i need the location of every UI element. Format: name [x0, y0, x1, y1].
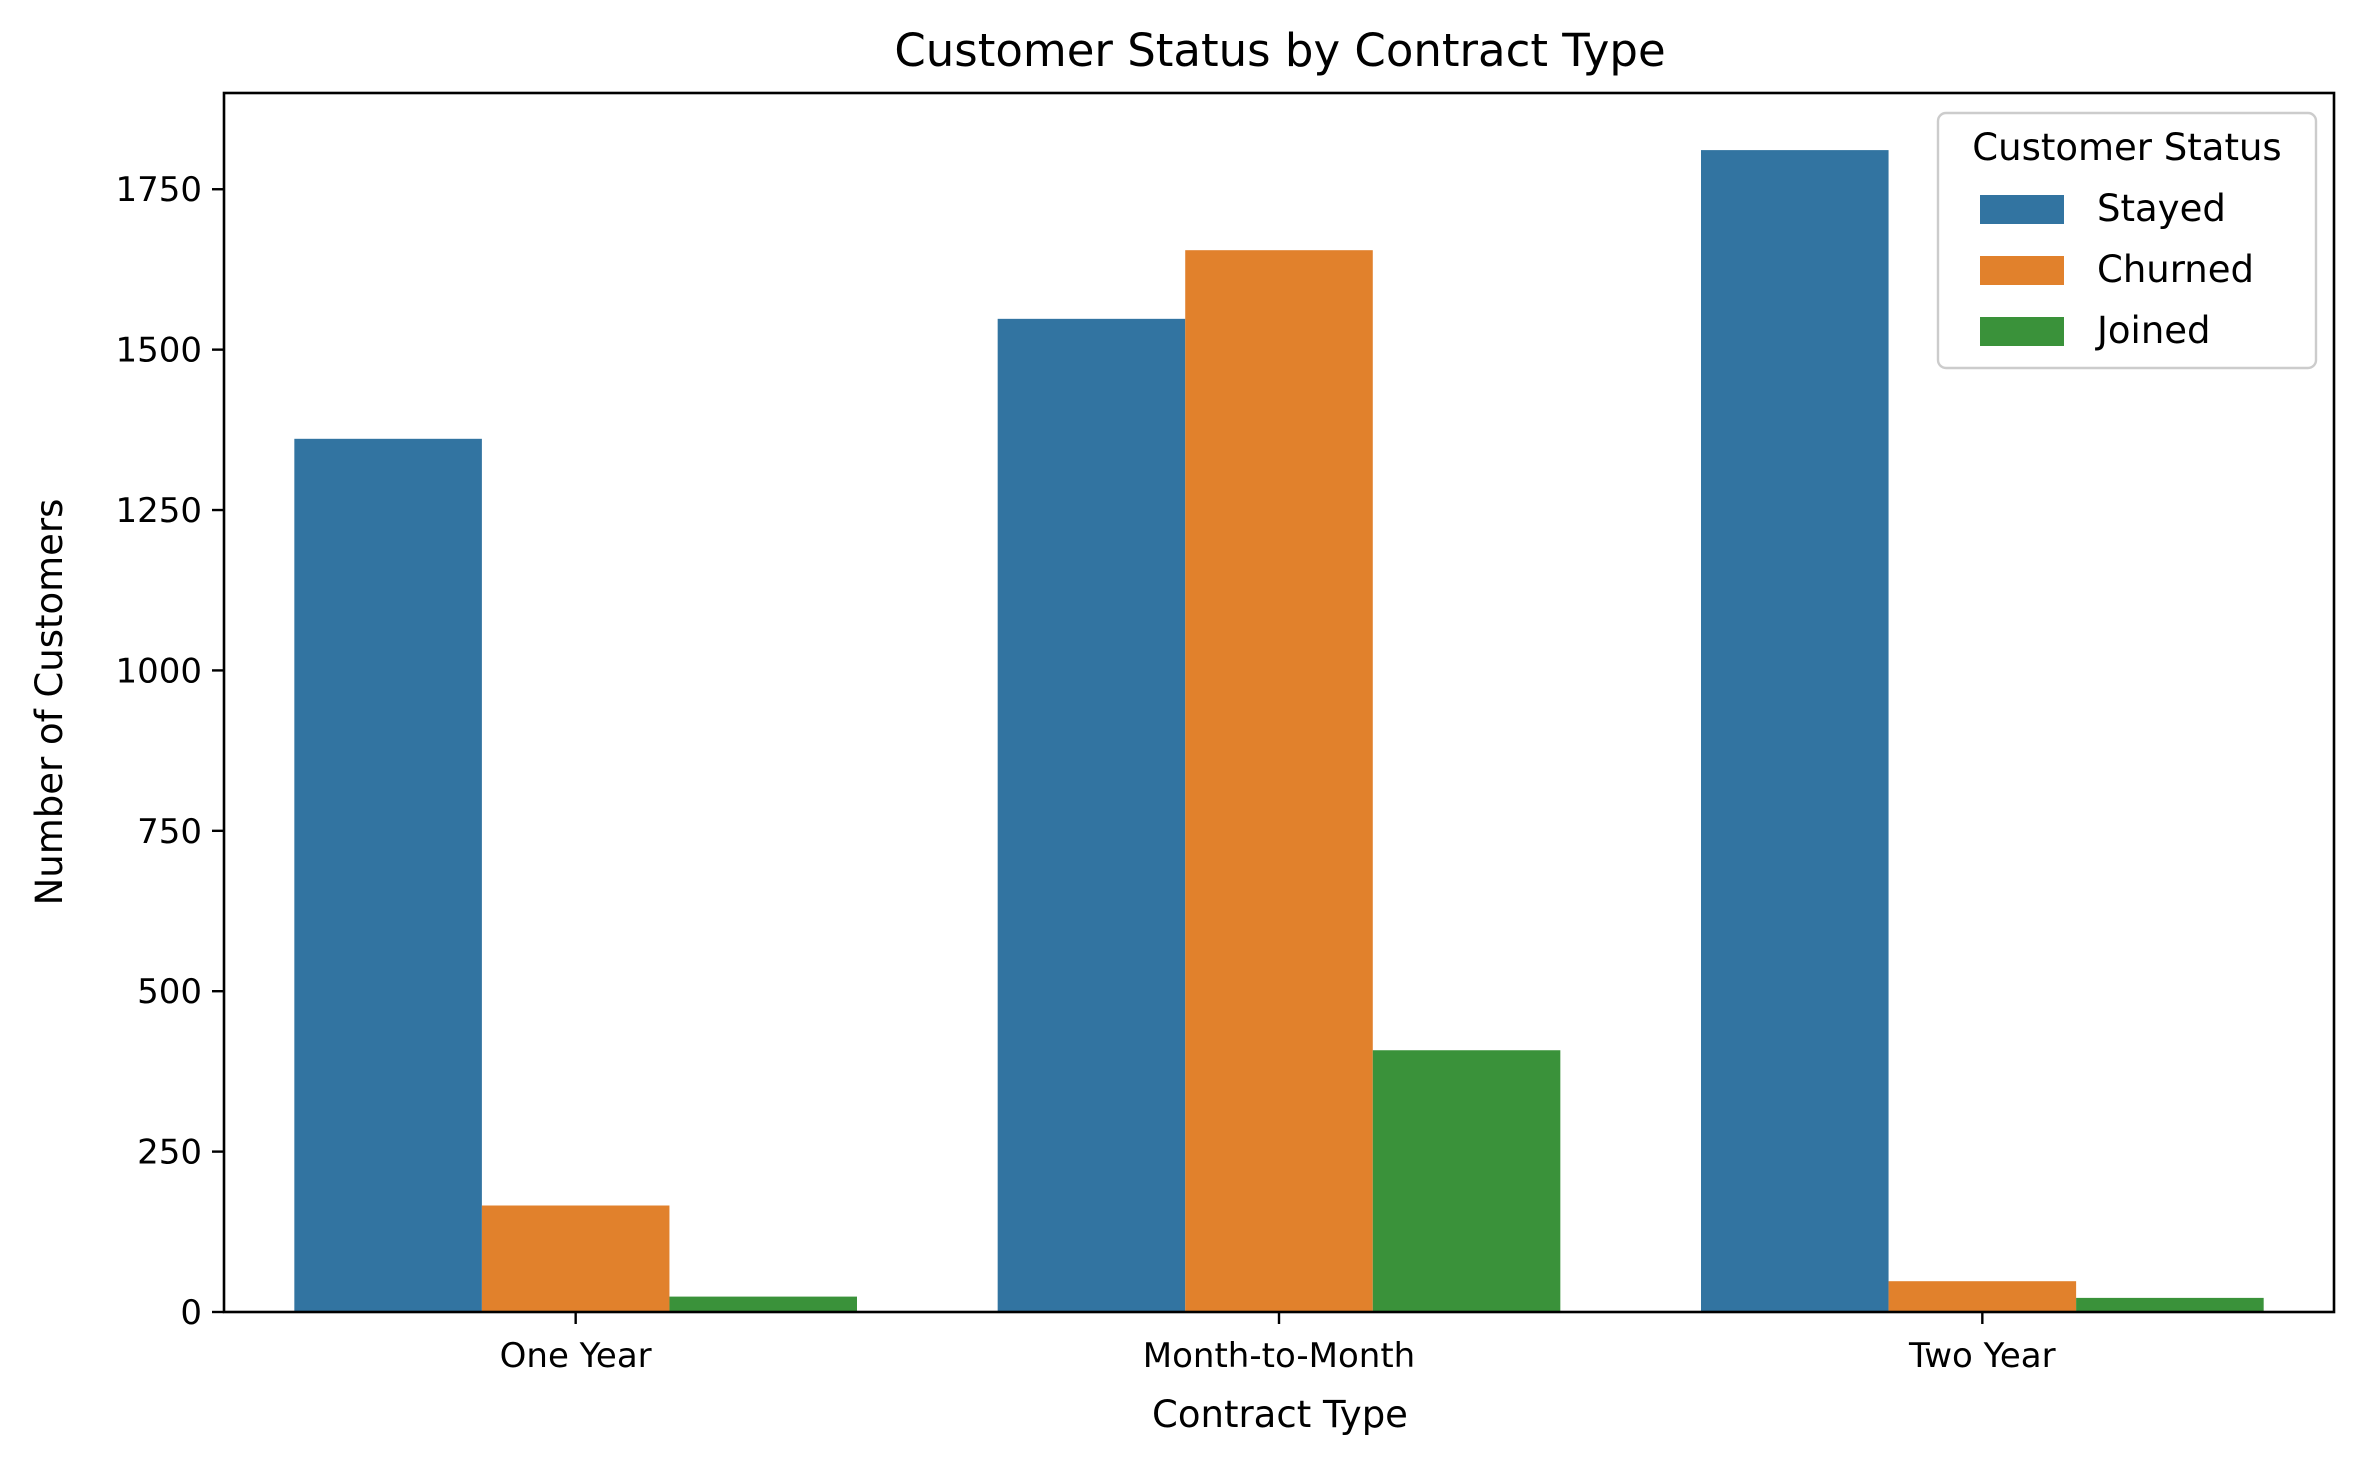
legend-title: Customer Status [1972, 126, 2281, 169]
x-tick-label-two-year: Two Year [1908, 1336, 2056, 1376]
chart-title: Customer Status by Contract Type [894, 24, 1665, 77]
x-axis: One Year Month-to-Month Two Year [500, 1312, 2056, 1376]
bar-one-year-joined [669, 1296, 857, 1312]
plot-frame [222, 91, 2336, 1314]
y-tick-label: 500 [137, 972, 202, 1012]
y-tick-label: 750 [137, 812, 202, 852]
y-tick-label: 1750 [115, 170, 202, 210]
legend-label-stayed: Stayed [2097, 187, 2226, 230]
y-axis-label: Number of Customers [28, 499, 71, 906]
bar-one-year-churned [481, 1205, 670, 1312]
legend-items: Stayed Churned Joined [1980, 187, 2254, 352]
legend-box [1936, 111, 2318, 370]
legend-swatch-churned [1980, 256, 2064, 285]
y-tick-label: 1500 [115, 331, 202, 371]
legend: Customer Status Stayed Churned Joined [1936, 111, 2318, 370]
y-tick-label: 0 [180, 1293, 202, 1333]
bar-one-year-stayed [294, 438, 482, 1312]
bars-layer [294, 150, 2264, 1313]
y-tick-label: 1000 [115, 651, 202, 691]
bar-month-to-month-joined [1372, 1050, 1561, 1312]
x-tick-label-one-year: One Year [500, 1336, 652, 1376]
y-tick-label: 1250 [115, 491, 202, 531]
bar-month-to-month-churned [1185, 250, 1373, 1313]
x-axis-label: Contract Type [1152, 1393, 1408, 1436]
legend-swatch-joined [1980, 317, 2064, 346]
bar-two-year-stayed [1701, 150, 1889, 1313]
bar-month-to-month-stayed [997, 318, 1186, 1313]
bar-two-year-churned [1888, 1281, 2077, 1312]
legend-label-churned: Churned [2097, 248, 2254, 291]
bar-two-year-joined [2076, 1297, 2264, 1312]
legend-swatch-stayed [1980, 195, 2064, 224]
y-axis: 0 250 500 750 1000 1250 1500 1750 [115, 170, 224, 1333]
legend-label-joined: Joined [2095, 309, 2211, 352]
y-tick-label: 250 [137, 1133, 202, 1173]
x-tick-label-month-to-month: Month-to-Month [1143, 1336, 1415, 1376]
